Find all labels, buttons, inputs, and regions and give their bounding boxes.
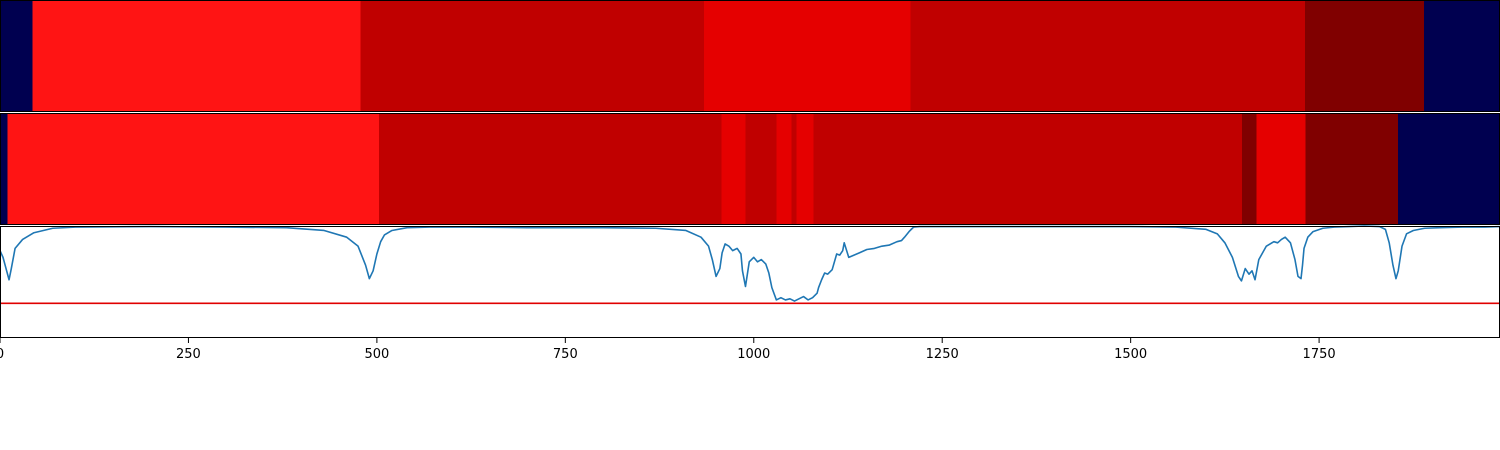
heatmap-0-segment-1: [32, 0, 361, 112]
series-line-0: [0, 225, 1500, 302]
heatmap-strip-middle: [0, 113, 1500, 225]
heatmap-1-segment-6: [791, 113, 797, 225]
heatmap-1-segment-3: [721, 113, 746, 225]
heatmap-1-segment-4: [745, 113, 777, 225]
heatmap-0-segment-5: [1304, 0, 1424, 112]
axes-frame-2: [0, 226, 1500, 338]
x-tick-label: 1250: [926, 347, 959, 362]
heatmap-1-segment-11: [1305, 113, 1399, 225]
x-tick-label: 0: [0, 347, 4, 362]
heatmap-0-segment-0: [0, 0, 33, 112]
heatmap-0-segment-4: [910, 0, 1305, 112]
heatmap-1-segment-12: [1398, 113, 1500, 225]
x-axis-ticks: 0 250 500 750 1000 1250 1500 1750: [0, 338, 1336, 362]
heatmap-1-segment-10: [1256, 113, 1306, 225]
heatmap-1-segment-0: [0, 113, 8, 225]
x-tick-label: 750: [553, 347, 578, 362]
heatmap-0-segment-2: [360, 0, 705, 112]
line-plot-panel: [0, 225, 1500, 305]
heatmap-0-segment-6: [1423, 0, 1500, 112]
x-tick-label: 1750: [1303, 347, 1336, 362]
heatmap-1-segment-1: [7, 113, 380, 225]
heatmap-strip-top: [0, 0, 1500, 112]
heatmap-1-segment-5: [776, 113, 792, 225]
x-tick-label: 250: [176, 347, 201, 362]
heatmap-1-segment-8: [813, 113, 1243, 225]
heatmap-1-segment-9: [1242, 113, 1257, 225]
heatmap-1-segment-2: [379, 113, 722, 225]
x-tick-label: 1500: [1114, 347, 1147, 362]
x-tick-label: 500: [364, 347, 389, 362]
x-tick-label: 1000: [737, 347, 770, 362]
heatmap-1-segment-7: [796, 113, 814, 225]
heatmap-0-segment-3: [704, 0, 911, 112]
